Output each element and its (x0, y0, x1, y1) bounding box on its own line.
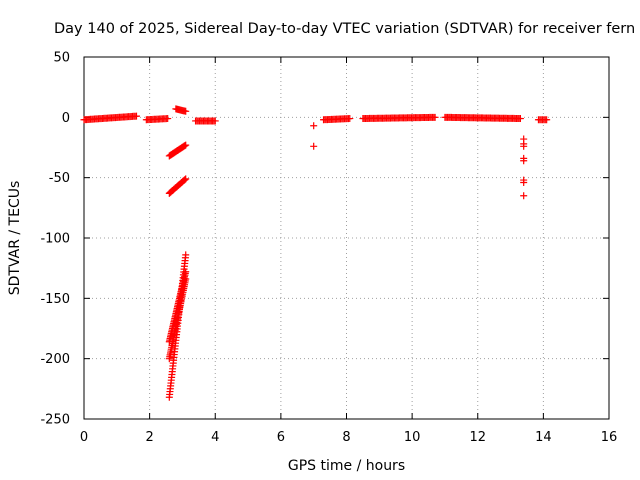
x-tick-label: 10 (404, 430, 421, 445)
x-tick-label: 4 (211, 430, 219, 445)
data-point (520, 157, 528, 165)
data-point (182, 268, 190, 276)
data-point (182, 175, 190, 183)
x-tick-label: 16 (601, 430, 618, 445)
y-tick-label: -250 (40, 413, 70, 428)
data-point (431, 113, 439, 121)
chart-title: Day 140 of 2025, Sidereal Day-to-day VTE… (54, 21, 635, 37)
data-point (164, 115, 172, 123)
data-point (520, 178, 528, 186)
tick-marks (83, 56, 610, 420)
data-point (310, 122, 318, 130)
x-axis-label: GPS time / hours (288, 458, 405, 474)
x-tick-label: 8 (342, 430, 350, 445)
y-tick-label: 50 (53, 51, 70, 66)
y-tick-labels: 50 0 -50 -100 -150 -200 -250 (40, 51, 70, 428)
data-point (520, 142, 528, 150)
y-tick-label: 0 (62, 111, 70, 126)
data-points (80, 105, 551, 401)
data-point (520, 192, 528, 200)
data-point (310, 142, 318, 150)
grid-lines (84, 57, 609, 419)
data-point (133, 112, 140, 120)
data-point (346, 115, 354, 123)
x-tick-label: 6 (277, 430, 285, 445)
data-point (543, 116, 551, 124)
x-tick-labels: 0 2 4 6 8 10 12 14 16 (80, 430, 617, 445)
data-point (211, 117, 219, 125)
x-tick-label: 0 (80, 430, 88, 445)
y-tick-label: -100 (40, 232, 70, 247)
x-tick-label: 14 (535, 430, 552, 445)
y-axis-label: SDTVAR / TECUs (7, 181, 23, 296)
y-tick-label: -150 (40, 292, 70, 307)
data-point (180, 176, 188, 184)
y-tick-label: -200 (40, 352, 70, 367)
data-point (181, 176, 189, 184)
data-point (516, 115, 524, 123)
y-tick-label: -50 (49, 171, 70, 186)
x-tick-label: 2 (145, 430, 153, 445)
data-point (182, 107, 190, 115)
data-point (182, 251, 190, 259)
x-tick-label: 12 (469, 430, 486, 445)
data-point (182, 141, 190, 149)
